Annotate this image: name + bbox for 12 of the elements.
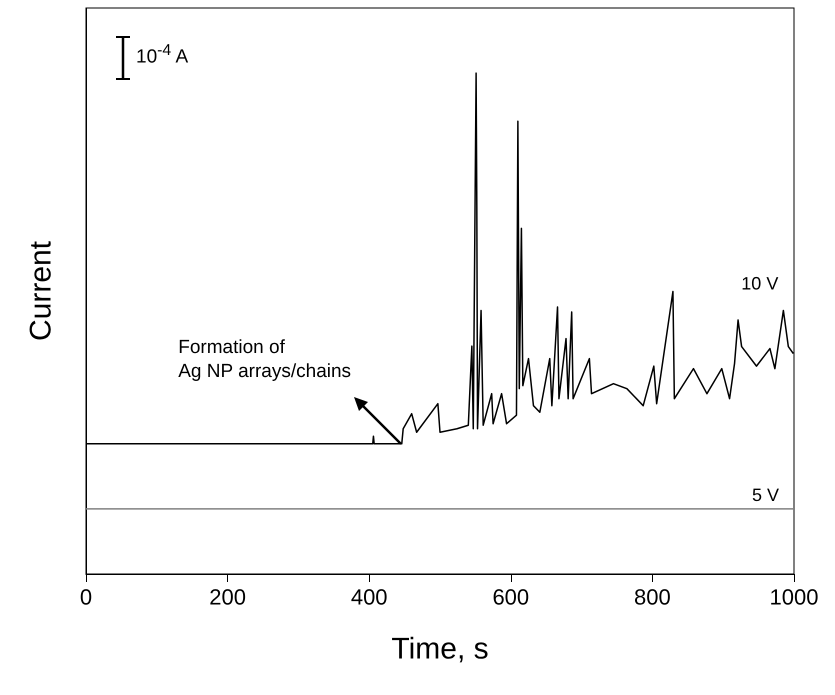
annotation: Formation of Ag NP arrays/chains — [178, 336, 352, 384]
series-label: 5 V — [752, 484, 780, 505]
x-tick-label: 800 — [634, 584, 671, 610]
y-axis-title: Current — [24, 240, 58, 342]
text: 10$^{-4}$ A — [136, 42, 188, 68]
x-tick-label: 200 — [209, 584, 246, 610]
x-tick-label: 0 — [80, 584, 92, 610]
x-tick-label: 400 — [350, 584, 388, 610]
series-label: 10 V — [741, 274, 778, 294]
x-tick-label: 600 — [492, 584, 530, 610]
x-tick-label: 1000 — [770, 584, 818, 610]
x-axis-title: Time, s — [391, 632, 489, 666]
